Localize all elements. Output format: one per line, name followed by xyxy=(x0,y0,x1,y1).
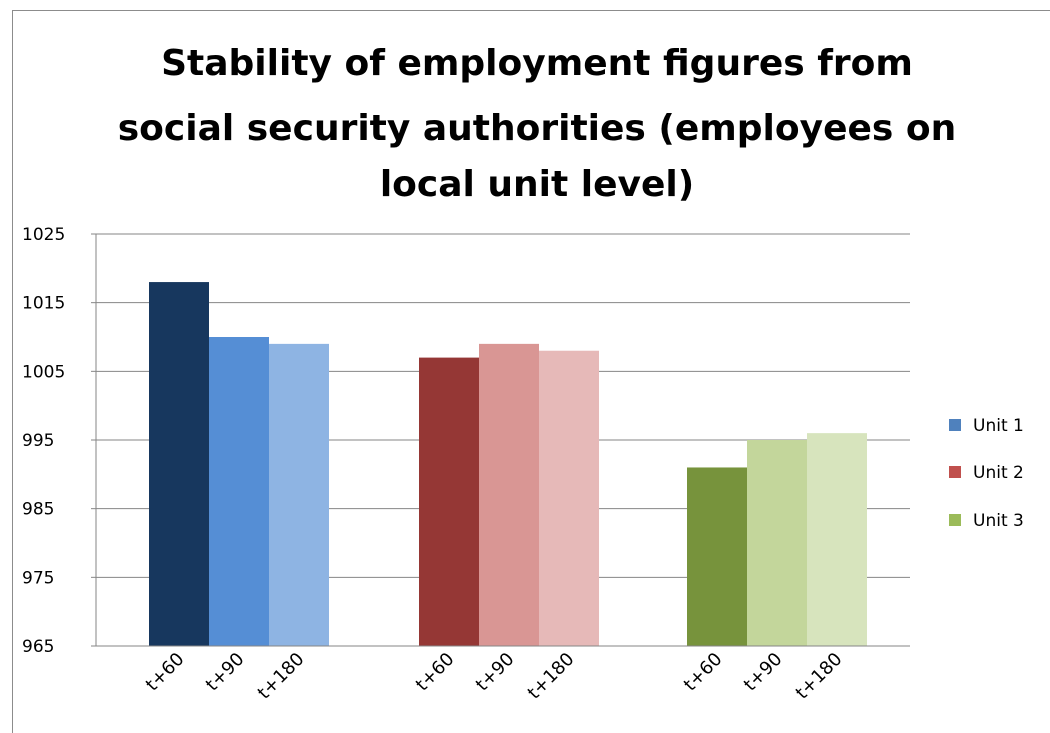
bar xyxy=(419,357,479,646)
x-tick-label: t+180 xyxy=(254,649,309,704)
bar xyxy=(149,282,209,646)
bar xyxy=(807,433,867,646)
y-tick-label: 975 xyxy=(22,568,54,588)
x-tick-label: t+90 xyxy=(202,649,249,696)
chart-title-line: social security authorities (employees o… xyxy=(118,108,956,149)
legend-swatch xyxy=(949,514,961,526)
legend: Unit 1 Unit 2 Unit 3 xyxy=(949,416,1024,531)
bars xyxy=(149,282,867,646)
legend-swatch xyxy=(949,419,961,431)
x-tick-label: t+180 xyxy=(792,649,847,704)
x-tick-label: t+180 xyxy=(524,649,579,704)
x-tick-label: t+60 xyxy=(680,649,727,696)
y-axis-ticks: 965 975 985 995 1005 1015 1025 xyxy=(22,225,65,657)
x-tick-label: t+60 xyxy=(412,649,459,696)
y-tick-label: 1005 xyxy=(22,362,65,382)
y-tick-label: 1015 xyxy=(22,294,65,314)
bar xyxy=(747,440,807,646)
bar xyxy=(479,343,539,646)
bar xyxy=(539,350,599,646)
chart-title-line: local unit level) xyxy=(380,164,694,205)
x-tick-label: t+90 xyxy=(472,649,519,696)
chart-title: Stability of employment figures from soci… xyxy=(118,43,956,205)
legend-swatch xyxy=(949,466,961,478)
legend-label: Unit 2 xyxy=(973,463,1024,483)
legend-label: Unit 3 xyxy=(973,511,1024,531)
axes xyxy=(91,233,910,647)
y-tick-label: 965 xyxy=(22,637,54,657)
x-tick-label: t+90 xyxy=(740,649,787,696)
x-axis-labels: t+60 t+90 t+180 t+60 t+90 t+180 t+60 t+90 t+180 xyxy=(142,649,847,704)
y-tick-label: 995 xyxy=(22,431,54,451)
bar xyxy=(209,337,269,646)
legend-label: Unit 1 xyxy=(973,416,1024,436)
y-tick-label: 985 xyxy=(22,500,54,520)
x-tick-label: t+60 xyxy=(142,649,189,696)
bar xyxy=(687,467,747,646)
chart-title-line: Stability of employment figures from xyxy=(161,43,913,84)
bar xyxy=(269,343,329,646)
y-tick-label: 1025 xyxy=(22,225,65,245)
